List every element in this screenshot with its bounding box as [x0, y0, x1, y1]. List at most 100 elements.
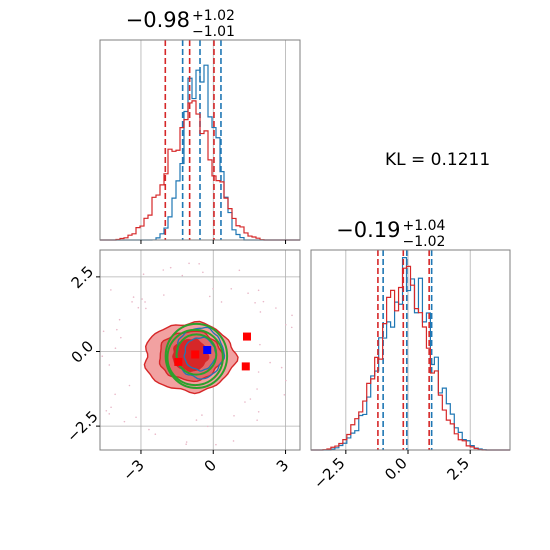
- sample-point: [163, 294, 165, 296]
- red-marker: [241, 362, 250, 371]
- sample-point: [257, 371, 260, 373]
- sample-point: [188, 262, 190, 265]
- red-marker: [174, 357, 183, 366]
- sample-point: [201, 414, 203, 416]
- sample-point: [238, 269, 241, 272]
- sample-point: [280, 366, 283, 369]
- sample-point: [135, 416, 137, 419]
- sample-point: [108, 413, 111, 415]
- sample-point: [94, 388, 96, 390]
- histogram-panel-x: −0.98 +1.02−1.01: [99, 8, 301, 244]
- sample-point: [89, 317, 91, 319]
- red-marker: [242, 332, 251, 341]
- x-tick-label: 3: [273, 456, 292, 475]
- sample-point: [262, 300, 265, 303]
- sample-point: [291, 314, 293, 317]
- sample-point: [101, 355, 104, 357]
- sample-point: [114, 393, 116, 396]
- sample-point: [254, 301, 256, 304]
- sample-point: [108, 364, 111, 366]
- sample-point: [128, 384, 131, 387]
- sample-point: [275, 307, 277, 309]
- x-tick-label: 2.5: [443, 454, 473, 484]
- x-tick-label: −2.5: [310, 454, 348, 492]
- sample-point: [114, 347, 117, 350]
- sample-point: [283, 393, 286, 396]
- sample-point: [118, 318, 121, 321]
- sample-point: [202, 271, 204, 274]
- sample-point: [208, 295, 211, 298]
- red-marker: [191, 350, 200, 359]
- sample-point: [212, 287, 214, 290]
- sample-point: [257, 289, 260, 292]
- sample-point: [116, 328, 118, 331]
- panel-frame: [310, 249, 511, 451]
- panel-title-lower-error: −1.02: [403, 234, 446, 250]
- sample-point: [185, 443, 187, 445]
- sample-point: [123, 420, 126, 423]
- y-tick-label: −2.5: [63, 407, 101, 445]
- blue-density-contour: [183, 336, 218, 372]
- sample-point: [102, 330, 105, 333]
- sample-point: [185, 441, 188, 443]
- sample-point: [142, 273, 145, 276]
- sample-point: [195, 419, 198, 421]
- panel-title-value: −0.19: [336, 218, 400, 242]
- sample-point: [162, 269, 165, 271]
- sample-point: [285, 323, 287, 326]
- panel-title-upper-error: +1.02: [192, 8, 235, 24]
- sample-point: [256, 419, 258, 421]
- scatter-plot-area: [89, 250, 300, 450]
- sample-point: [141, 298, 143, 300]
- x-tick-label: 0.0: [381, 454, 411, 484]
- sample-point: [169, 266, 172, 269]
- sample-point: [285, 379, 287, 382]
- sample-point: [132, 296, 135, 298]
- sample-point: [131, 301, 133, 303]
- sample-point: [215, 443, 217, 446]
- panel-frame: [99, 249, 301, 451]
- red-histogram-series: [311, 265, 510, 451]
- sample-point: [181, 274, 184, 277]
- scatter-panel-xy: −3 0 3 2.5 0.0 −2.5: [63, 249, 301, 484]
- sample-point: [233, 415, 235, 417]
- sample-point: [230, 287, 233, 290]
- green-ellipse: [175, 333, 218, 376]
- x-tick-label: 0: [201, 456, 220, 475]
- sample-point: [90, 359, 92, 361]
- y-tick-label: 0.0: [68, 337, 98, 367]
- sample-point: [256, 388, 258, 390]
- sample-point: [137, 306, 140, 309]
- sample-point: [290, 326, 293, 329]
- sample-point: [257, 410, 260, 413]
- panel-title-upper-error: +1.04: [403, 218, 446, 234]
- sample-point: [145, 307, 147, 310]
- sample-point: [259, 343, 261, 346]
- sample-point: [220, 301, 223, 303]
- x-tick-label: −3: [119, 456, 147, 484]
- sample-point: [198, 262, 200, 265]
- kl-annotation: KL = 0.1211: [385, 150, 490, 170]
- green-ellipse: [166, 328, 224, 387]
- red-histogram-series: [100, 100, 300, 241]
- sample-point: [269, 361, 271, 364]
- blue-histogram-series: [311, 257, 510, 451]
- sample-point: [247, 292, 249, 295]
- panel-title-lower-error: −1.01: [192, 24, 235, 40]
- sample-point: [206, 425, 209, 428]
- sample-point: [110, 289, 112, 291]
- sample-point: [154, 433, 157, 436]
- sample-point: [144, 301, 146, 303]
- y-tick-label: 2.5: [68, 263, 98, 293]
- sample-point: [120, 336, 122, 339]
- sample-point: [92, 336, 94, 338]
- panel-title-value: −0.98: [126, 8, 190, 32]
- sample-point: [232, 440, 235, 442]
- green-ellipse: [164, 322, 229, 390]
- blue-marker: [203, 346, 212, 354]
- sample-point: [148, 428, 150, 431]
- sample-point: [110, 406, 112, 409]
- sample-point: [249, 398, 252, 400]
- sample-point: [92, 360, 94, 362]
